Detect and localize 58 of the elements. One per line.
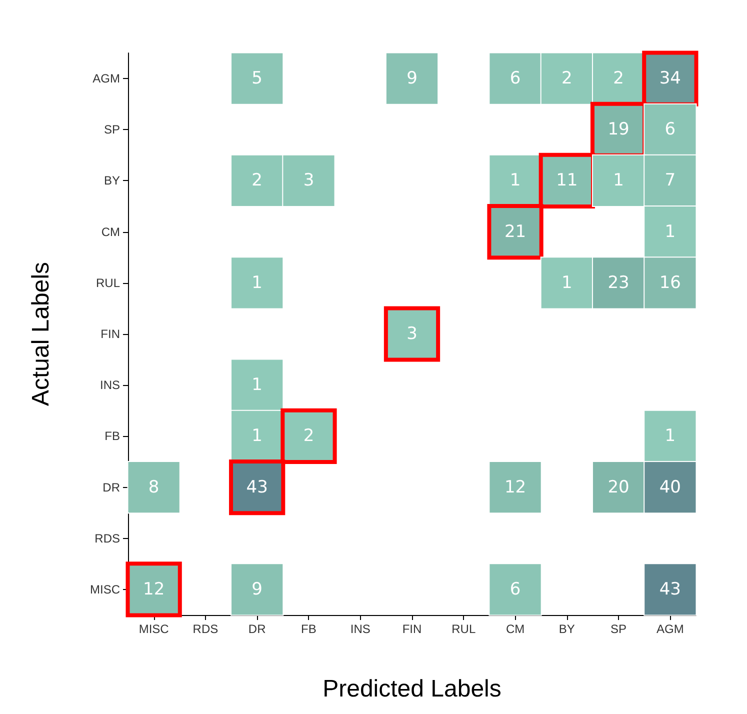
data-label: 8 xyxy=(148,477,160,498)
data-label: 11 xyxy=(556,170,578,191)
data-label: 12 xyxy=(504,477,526,498)
x-tick-label: AGM xyxy=(656,622,684,636)
x-tick-label: BY xyxy=(558,622,575,636)
y-tick-label: AGM xyxy=(92,72,120,86)
x-tick-label: RUL xyxy=(452,622,476,636)
data-label: 40 xyxy=(659,477,681,498)
y-tick-label: FB xyxy=(104,429,120,444)
data-label: 43 xyxy=(659,579,681,600)
y-tick-label: RDS xyxy=(94,531,120,546)
y-tick-label: DR xyxy=(102,480,120,494)
y-tick-label: BY xyxy=(104,174,120,188)
x-tick-label: FB xyxy=(301,622,316,636)
x-tick-label: MISC xyxy=(138,622,170,636)
y-tick-label: MISC xyxy=(90,582,120,596)
y-tick-label: RUL xyxy=(96,276,120,290)
y-axis-title: Actual Labels xyxy=(28,262,54,406)
y-tick-label: FIN xyxy=(100,327,120,341)
data-label: 1 xyxy=(561,272,572,293)
x-tick-label: SP xyxy=(610,622,627,636)
data-label: 12 xyxy=(143,579,165,600)
x-tick-label: FIN xyxy=(402,622,422,636)
data-label: 2 xyxy=(303,426,314,446)
data-label: 1 xyxy=(510,170,521,191)
data-label: 1 xyxy=(664,222,676,242)
data-label: 7 xyxy=(664,170,676,191)
data-label: 23 xyxy=(608,272,630,293)
data-label: 9 xyxy=(406,68,418,89)
x-tick-label: RDS xyxy=(192,622,218,636)
y-tick-label: CM xyxy=(101,224,120,239)
data-label: 2 xyxy=(613,68,624,89)
x-tick-label: INS xyxy=(350,622,370,636)
data-label: 3 xyxy=(406,324,418,344)
data-label: 5 xyxy=(252,68,263,89)
data-label: 1 xyxy=(664,426,676,446)
x-axis-title: Predicted Labels xyxy=(322,676,502,702)
data-label: 19 xyxy=(608,120,630,140)
y-tick-label: SP xyxy=(104,122,120,137)
data-label: 16 xyxy=(659,272,681,293)
y-tick-label: INS xyxy=(100,378,120,392)
data-label: 1 xyxy=(252,426,263,446)
data-label: 2 xyxy=(561,68,572,89)
data-label: 1 xyxy=(252,375,263,396)
data-label: 34 xyxy=(659,68,681,89)
data-label: 3 xyxy=(303,170,314,191)
data-label: 20 xyxy=(608,477,630,498)
data-label: 1 xyxy=(613,170,624,191)
x-tick-label: DR xyxy=(248,622,266,636)
data-label: 6 xyxy=(664,120,676,140)
data-label: 6 xyxy=(510,68,521,89)
data-label: 1 xyxy=(252,272,263,293)
x-tick-label: CM xyxy=(506,622,525,636)
data-label: 21 xyxy=(504,222,526,242)
data-label: 9 xyxy=(252,579,263,600)
data-label: 6 xyxy=(510,579,521,600)
data-label: 43 xyxy=(246,477,268,498)
data-label: 2 xyxy=(252,170,263,191)
